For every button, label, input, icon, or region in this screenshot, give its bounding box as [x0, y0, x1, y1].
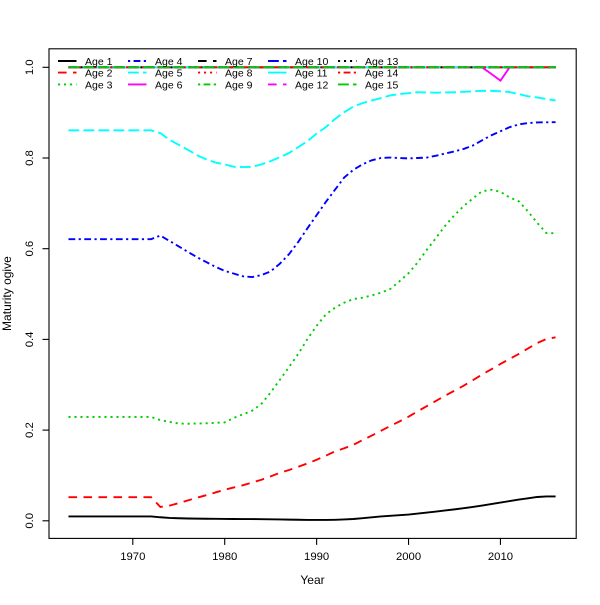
svg-text:1980: 1980 [212, 551, 237, 563]
svg-text:0.6: 0.6 [24, 241, 36, 257]
svg-text:Age 5: Age 5 [155, 68, 183, 80]
svg-text:Age 9: Age 9 [225, 80, 253, 92]
svg-text:Age 3: Age 3 [85, 80, 113, 92]
svg-text:Age 7: Age 7 [225, 56, 253, 68]
svg-text:Age 13: Age 13 [365, 56, 398, 68]
svg-text:2000: 2000 [396, 551, 421, 563]
svg-text:1970: 1970 [120, 551, 145, 563]
svg-text:Age 14: Age 14 [365, 68, 398, 80]
svg-text:Age 1: Age 1 [85, 56, 113, 68]
svg-text:Age 12: Age 12 [295, 80, 328, 92]
svg-text:0.8: 0.8 [24, 150, 36, 166]
svg-text:1990: 1990 [304, 551, 329, 563]
svg-text:Maturity ogive: Maturity ogive [0, 256, 14, 331]
svg-text:0.0: 0.0 [24, 513, 36, 529]
svg-text:Age 4: Age 4 [155, 56, 183, 68]
svg-text:Age 10: Age 10 [295, 56, 328, 68]
svg-text:1.0: 1.0 [24, 59, 36, 75]
svg-text:Age 15: Age 15 [365, 80, 398, 92]
svg-text:0.2: 0.2 [24, 422, 36, 438]
svg-text:Age 2: Age 2 [85, 68, 113, 80]
svg-text:Age 6: Age 6 [155, 80, 183, 92]
svg-text:Year: Year [300, 573, 324, 587]
svg-text:Age 11: Age 11 [295, 68, 328, 80]
svg-text:Age 8: Age 8 [225, 68, 253, 80]
svg-text:2010: 2010 [488, 551, 513, 563]
svg-text:0.4: 0.4 [24, 332, 36, 348]
